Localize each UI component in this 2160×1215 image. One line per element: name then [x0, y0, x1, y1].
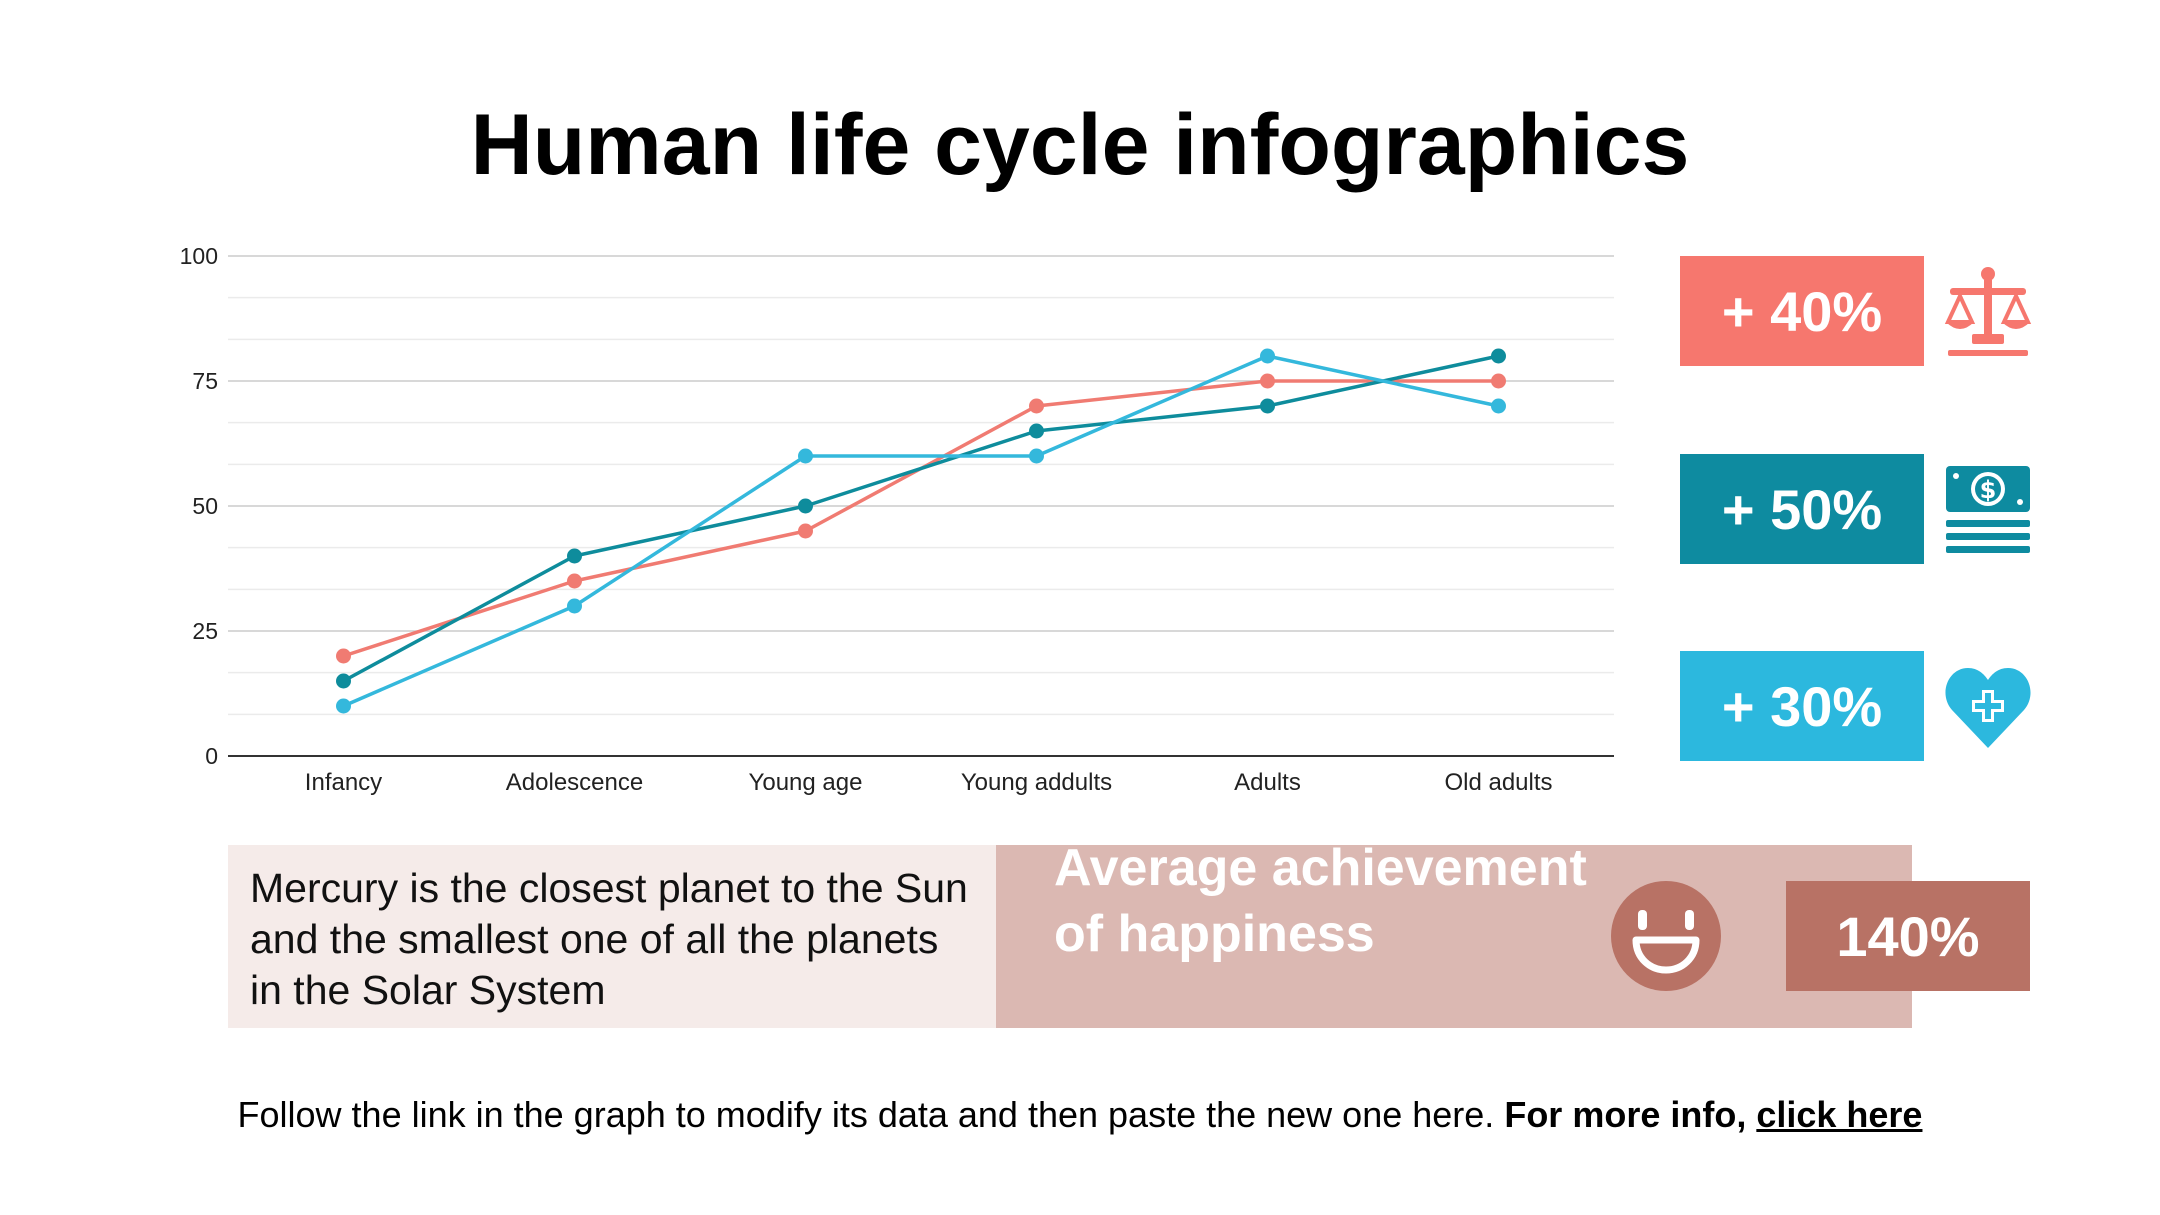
line-chart: 0 25 50 75 100 Infancy Adolescence Young age Yo… [180, 243, 1614, 796]
chart-series [336, 348, 1506, 714]
footer-link[interactable]: click here [1756, 1094, 1923, 1135]
data-point [567, 548, 582, 564]
stat-value: + 50% [1721, 477, 1883, 541]
footer-bold: For more info, [1504, 1094, 1747, 1135]
data-point [567, 573, 582, 589]
description-text: Mercury is the closest planet to the Sun… [250, 865, 968, 1013]
stat-box-money: + 50% [1680, 454, 1924, 564]
happiness-value-box: 140% [1786, 881, 2030, 991]
y-axis-ticks: 0 25 50 75 100 [180, 243, 218, 769]
y-tick-label: 0 [205, 743, 218, 769]
data-point [1029, 423, 1044, 439]
y-tick-label: 25 [192, 618, 218, 644]
data-point [1491, 373, 1506, 389]
data-point [1029, 448, 1044, 464]
footer-text: Follow the link in the graph to modify i… [237, 1094, 1495, 1135]
data-point [336, 673, 351, 689]
data-point [798, 498, 813, 514]
x-tick-label: Infancy [305, 769, 382, 796]
money-icon: $ [1946, 466, 2030, 553]
x-axis-ticks: Infancy Adolescence Young age Young addults… [305, 769, 1553, 796]
happiness-value: 140% [1836, 904, 1980, 968]
data-point [1029, 398, 1044, 414]
data-point [1491, 398, 1506, 414]
data-point [1491, 348, 1506, 364]
page-title: Human life cycle infographics [470, 97, 1690, 193]
data-point [1260, 398, 1275, 414]
x-tick-label: Old adults [1444, 769, 1552, 796]
series-2 [336, 348, 1506, 714]
x-tick-label: Young addults [961, 769, 1112, 796]
stat-box-health: + 30% [1680, 651, 1924, 761]
x-tick-label: Adolescence [506, 769, 643, 796]
y-tick-label: 75 [192, 368, 218, 394]
description-panel: Mercury is the closest planet to the Sun… [228, 845, 996, 1028]
series-0 [336, 373, 1506, 664]
scales-icon [1944, 267, 2032, 356]
data-point [1260, 348, 1275, 364]
x-tick-label: Young age [749, 769, 863, 796]
data-point [336, 648, 351, 664]
data-point [567, 598, 582, 614]
happiness-label: Average achievement of happiness [1054, 845, 1587, 963]
x-tick-label: Adults [1234, 769, 1301, 796]
heart-plus-icon [1945, 668, 2031, 748]
series-line [342, 354, 1499, 708]
footer-note: Follow the link in the graph to modify i… [0, 1090, 2160, 1140]
series-1 [336, 348, 1506, 689]
data-point [336, 698, 351, 714]
stat-value: + 30% [1721, 674, 1883, 738]
happiness-panel: Average achievement of happiness [996, 845, 1912, 1028]
data-point [798, 523, 813, 539]
stat-value: + 40% [1721, 279, 1883, 343]
svg-text:$: $ [1980, 476, 1997, 504]
y-tick-label: 100 [180, 243, 218, 269]
stat-box-scales: + 40% [1680, 256, 1924, 366]
data-point [1260, 373, 1275, 389]
chart-grid [228, 255, 1614, 757]
data-point [798, 448, 813, 464]
series-line [342, 354, 1499, 683]
smiley-icon [1611, 881, 1721, 991]
y-tick-label: 50 [192, 493, 218, 519]
